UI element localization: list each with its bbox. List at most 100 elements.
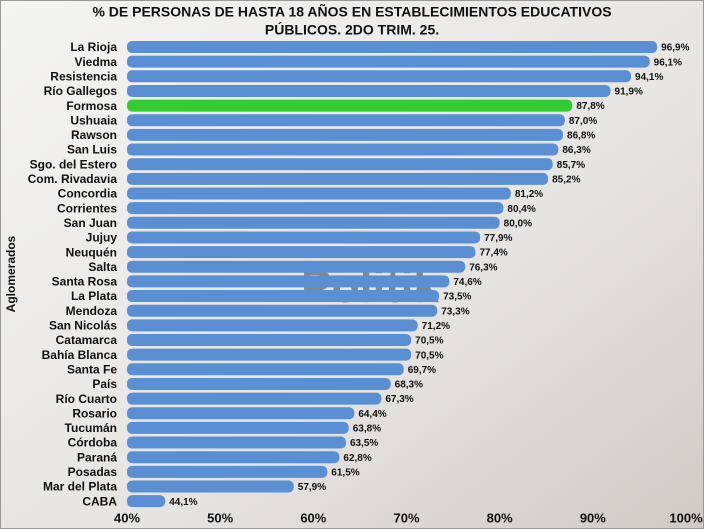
y-tick-label: País xyxy=(92,377,117,391)
value-label: 73,3% xyxy=(441,306,469,317)
y-tick-label: Paraná xyxy=(77,450,117,464)
bar xyxy=(127,290,440,303)
value-label: 44,1% xyxy=(169,497,197,508)
x-tick-label: 50% xyxy=(207,510,233,525)
chart-title: % DE PERSONAS DE HASTA 18 AÑOS EN ESTABL… xyxy=(92,3,611,20)
y-tick-label: Ushuaia xyxy=(70,113,117,127)
y-tick-label: Santa Fe xyxy=(67,362,117,376)
x-tick-label: 70% xyxy=(393,510,419,525)
bar xyxy=(127,319,418,332)
bar xyxy=(127,84,611,97)
bar xyxy=(127,436,346,449)
value-label: 74,6% xyxy=(453,277,481,288)
value-label: 63,8% xyxy=(353,424,381,435)
value-label: 71,2% xyxy=(422,321,450,332)
y-tick-label: Posadas xyxy=(68,465,118,479)
y-tick-label: Córdoba xyxy=(68,436,118,450)
y-tick-label: San Luis xyxy=(67,143,117,157)
y-tick-label: Com. Rivadavia xyxy=(28,172,118,186)
y-tick-label: San Nicolás xyxy=(49,319,117,333)
value-label: 63,5% xyxy=(350,438,378,449)
value-label: 85,2% xyxy=(552,174,580,185)
y-tick-label: La Plata xyxy=(71,289,117,303)
bar xyxy=(127,480,294,493)
y-tick-label: Río Cuarto xyxy=(56,392,117,406)
y-tick-label: Catamarca xyxy=(56,333,118,347)
value-label: 91,9% xyxy=(615,87,643,98)
value-label: 94,1% xyxy=(635,72,663,83)
bar xyxy=(127,231,481,244)
bar xyxy=(127,114,565,127)
bar xyxy=(127,407,355,420)
y-tick-label: Rosario xyxy=(72,406,117,420)
value-label: 96,9% xyxy=(661,43,689,54)
bar xyxy=(127,495,166,508)
y-tick-label: La Rioja xyxy=(70,40,117,54)
bar xyxy=(127,99,573,112)
y-tick-label: Tucumán xyxy=(65,421,117,435)
value-label: 77,4% xyxy=(479,248,507,259)
bar xyxy=(127,216,500,229)
y-tick-label: Corrientes xyxy=(57,201,117,215)
bar xyxy=(127,246,476,259)
bar xyxy=(127,70,632,83)
bar xyxy=(127,128,564,141)
y-tick-label: Jujuy xyxy=(86,231,118,245)
value-label: 61,5% xyxy=(331,467,359,478)
value-label: 80,4% xyxy=(507,204,535,215)
bar xyxy=(127,55,650,68)
bar xyxy=(127,275,450,288)
x-tick-label: 80% xyxy=(487,510,513,525)
value-label: 77,9% xyxy=(484,233,512,244)
value-label: 87,8% xyxy=(576,101,604,112)
value-label: 87,0% xyxy=(569,116,597,127)
bar xyxy=(127,202,504,215)
x-tick-label: 100% xyxy=(669,510,703,525)
y-tick-label: Formosa xyxy=(66,99,117,113)
y-tick-label: Resistencia xyxy=(50,69,117,83)
value-label: 64,4% xyxy=(358,409,386,420)
chart-title: PÚBLICOS. 2DO TRIM. 25. xyxy=(265,21,439,38)
value-label: 68,3% xyxy=(395,380,423,391)
x-tick-label: 40% xyxy=(114,510,140,525)
bar xyxy=(127,172,549,185)
bar xyxy=(127,187,511,200)
y-axis-label: Aglomerados xyxy=(4,235,18,312)
value-label: 57,9% xyxy=(298,482,326,493)
value-label: 70,5% xyxy=(415,350,443,361)
value-label: 70,5% xyxy=(415,336,443,347)
y-tick-label: Viedma xyxy=(75,55,118,69)
y-tick-label: Sgo. del Estero xyxy=(30,157,117,171)
value-label: 80,0% xyxy=(504,218,532,229)
value-label: 73,5% xyxy=(443,292,471,303)
bar xyxy=(127,348,412,361)
bar xyxy=(127,392,382,405)
value-label: 62,8% xyxy=(343,453,371,464)
value-label: 96,1% xyxy=(654,57,682,68)
value-label: 67,3% xyxy=(385,394,413,405)
value-label: 85,7% xyxy=(557,160,585,171)
y-tick-label: Mar del Plata xyxy=(43,480,117,494)
bar xyxy=(127,143,559,156)
y-tick-label: Mendoza xyxy=(66,304,118,318)
value-label: 76,3% xyxy=(469,262,497,273)
bar xyxy=(127,304,438,317)
bar xyxy=(127,334,412,346)
y-tick-label: Bahía Blanca xyxy=(42,348,118,362)
bar xyxy=(127,465,328,478)
y-tick-label: Río Gallegos xyxy=(44,84,118,98)
y-tick-label: Santa Rosa xyxy=(52,275,118,289)
bar xyxy=(127,363,404,376)
y-tick-label: Rawson xyxy=(71,128,117,142)
value-label: 86,8% xyxy=(567,131,595,142)
y-tick-label: Concordia xyxy=(58,187,118,201)
x-tick-label: 90% xyxy=(580,510,606,525)
y-tick-label: CABA xyxy=(82,494,117,508)
bar xyxy=(127,421,349,434)
bar xyxy=(127,158,553,171)
y-tick-label: Neuquén xyxy=(66,245,117,259)
value-label: 81,2% xyxy=(515,189,543,200)
value-label: 69,7% xyxy=(408,365,436,376)
bar xyxy=(127,451,340,464)
